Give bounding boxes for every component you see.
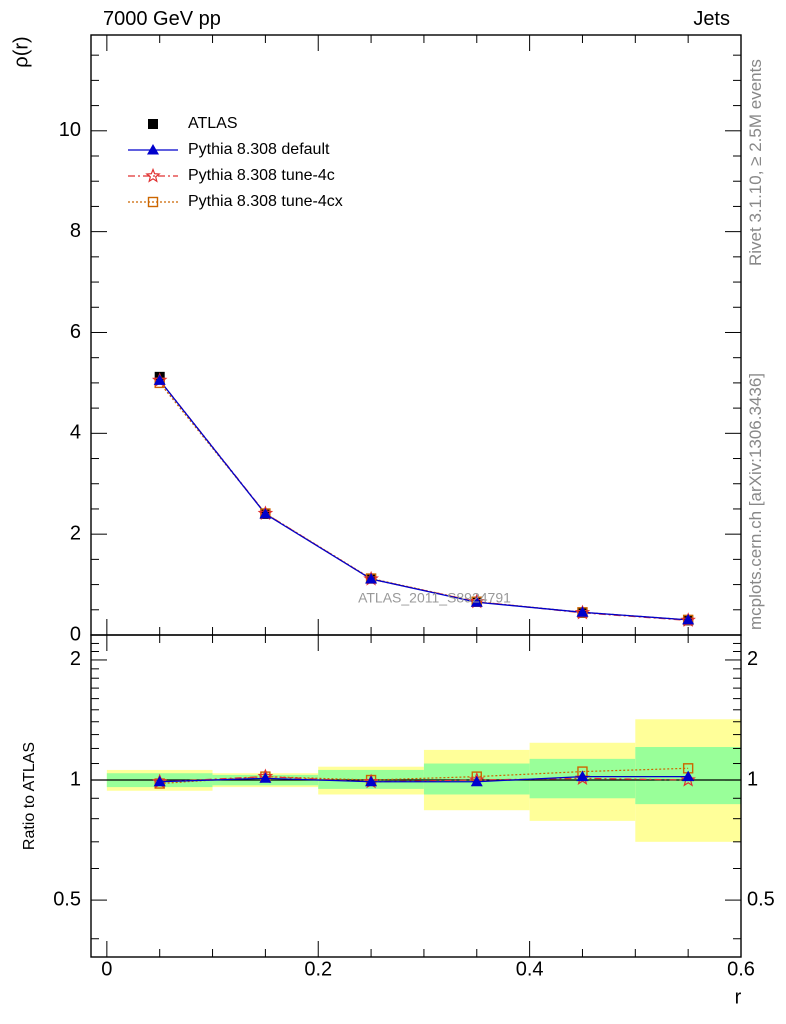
ratio-point-pythia-8-308-default [682, 770, 695, 782]
process-label: 7000 GeV pp [103, 8, 221, 30]
main-y-tick-label: 8 [70, 220, 81, 242]
observable-label: Jets [693, 8, 730, 30]
x-tick-label: 0.2 [304, 958, 332, 980]
ratio-line-pythia-8-308-default [159, 775, 689, 783]
ratio-y-tick-label-right: 2 [747, 648, 758, 670]
main-point-pythia-8-308-default [153, 374, 166, 385]
ratio-point-pythia-8-308-tune-4c [680, 771, 696, 787]
ratio-line-pythia-8-308-tune-4c [159, 775, 689, 783]
x-axis-label: r [735, 986, 742, 1008]
ratio-point-pythia-8-308-default [576, 770, 589, 782]
main-y-tick-label: 2 [70, 522, 81, 544]
ratio-frame [90, 634, 742, 958]
ratio-point-pythia-8-308-default [365, 775, 378, 787]
main-y-tick-label: 10 [59, 119, 81, 141]
ratio-y-tick-label-left: 2 [70, 648, 81, 670]
main-y-tick-label: 6 [70, 321, 81, 343]
x-tick-label: 0.6 [727, 958, 755, 980]
legend-label-pythia-8-308-tune-4cx: Pythia 8.308 tune-4cx [188, 193, 343, 210]
main-point-pythia-8-308-default [365, 573, 378, 584]
main-line-pythia-8-308-default [159, 379, 689, 621]
ratio-y-tick-label-right: 1 [747, 768, 758, 790]
main-y-axis-label: ρ(r) [10, 36, 32, 67]
legend-label-pythia-8-308-default: Pythia 8.308 default [188, 141, 330, 158]
legend-marker-pythia-8-308-default [147, 144, 159, 155]
x-tick-label: 0 [101, 958, 112, 980]
main-y-tick-label: 4 [70, 422, 81, 444]
ratio-y-tick-label-left: 1 [70, 768, 81, 790]
ratio-line-pythia-8-308-tune-4cx [159, 767, 689, 785]
main-point-pythia-8-308-default [259, 507, 272, 519]
ratio-y-axis-label: Ratio to ATLAS [21, 742, 38, 850]
ratio-y-tick-label-left: 0.5 [53, 888, 81, 910]
legend-marker-pythia-8-308-tune-4c [145, 167, 161, 183]
main-point-pythia-8-308-default [576, 606, 589, 617]
ratio-y-tick-label-right: 0.5 [747, 888, 775, 910]
ratio-point-pythia-8-308-default [259, 772, 272, 783]
x-tick-label: 0.4 [516, 958, 544, 980]
legend-marker-pythia-8-308-tune-4cx [147, 196, 159, 208]
legend-marker-atlas [148, 119, 158, 129]
main-y-tick-label: 0 [70, 623, 81, 645]
legend-label-atlas: ATLAS [188, 115, 238, 132]
main-line-pythia-8-308-tune-4cx [159, 382, 689, 621]
main-point-pythia-8-308-default [682, 613, 695, 625]
main-line-pythia-8-308-tune-4c [159, 379, 689, 622]
analysis-watermark: ATLAS_2011_S8924791 [358, 590, 511, 606]
legend-label-pythia-8-308-tune-4c: Pythia 8.308 tune-4c [188, 167, 335, 184]
ratio-point-pythia-8-308-default [470, 775, 483, 787]
ratio-point-pythia-8-308-default [153, 775, 166, 787]
main-point-pythia-8-308-default [470, 596, 483, 607]
